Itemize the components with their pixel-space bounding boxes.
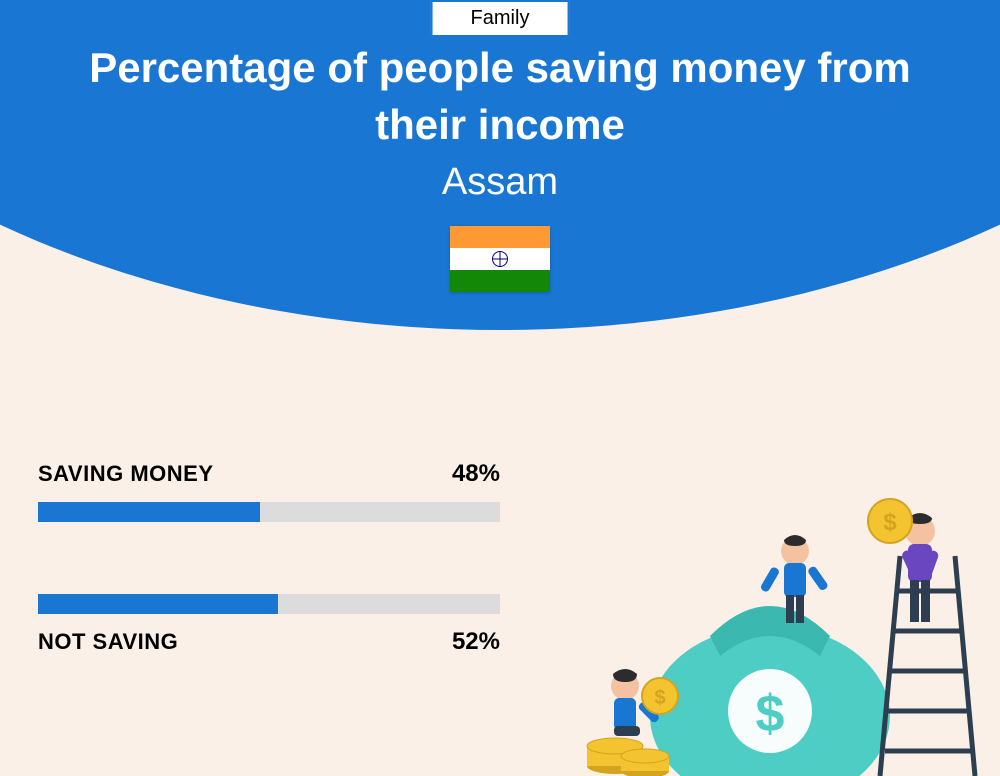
svg-text:$: $: [883, 509, 897, 536]
person-ladder: $: [868, 499, 940, 622]
money-bag-tie: [735, 616, 805, 634]
ashoka-chakra-icon: [492, 251, 508, 267]
dollar-sign-icon: $: [756, 685, 785, 743]
bar-fill: [38, 502, 260, 522]
savings-illustration: $ $: [560, 416, 980, 776]
main-title: Percentage of people saving money from t…: [0, 40, 1000, 153]
flag-white: [450, 248, 550, 270]
bar-track: [38, 594, 500, 614]
bar-label: NOT SAVING: [38, 629, 178, 655]
india-flag-icon: [450, 226, 550, 292]
title-block: Percentage of people saving money from t…: [0, 40, 1000, 204]
bar-fill: [38, 594, 278, 614]
bar-label: SAVING MONEY: [38, 461, 214, 487]
bar-value: 52%: [452, 628, 500, 656]
bars-section: SAVING MONEY 48% NOT SAVING 52%: [38, 460, 500, 728]
flag-saffron: [450, 226, 550, 248]
svg-text:$: $: [654, 687, 665, 709]
flag-green: [450, 270, 550, 292]
category-tag: Family: [431, 0, 570, 37]
bar-track: [38, 502, 500, 522]
bar-value: 48%: [452, 460, 500, 488]
subtitle-region: Assam: [0, 161, 1000, 204]
bar-not-saving: NOT SAVING 52%: [38, 594, 500, 656]
bar-saving-money: SAVING MONEY 48%: [38, 460, 500, 522]
